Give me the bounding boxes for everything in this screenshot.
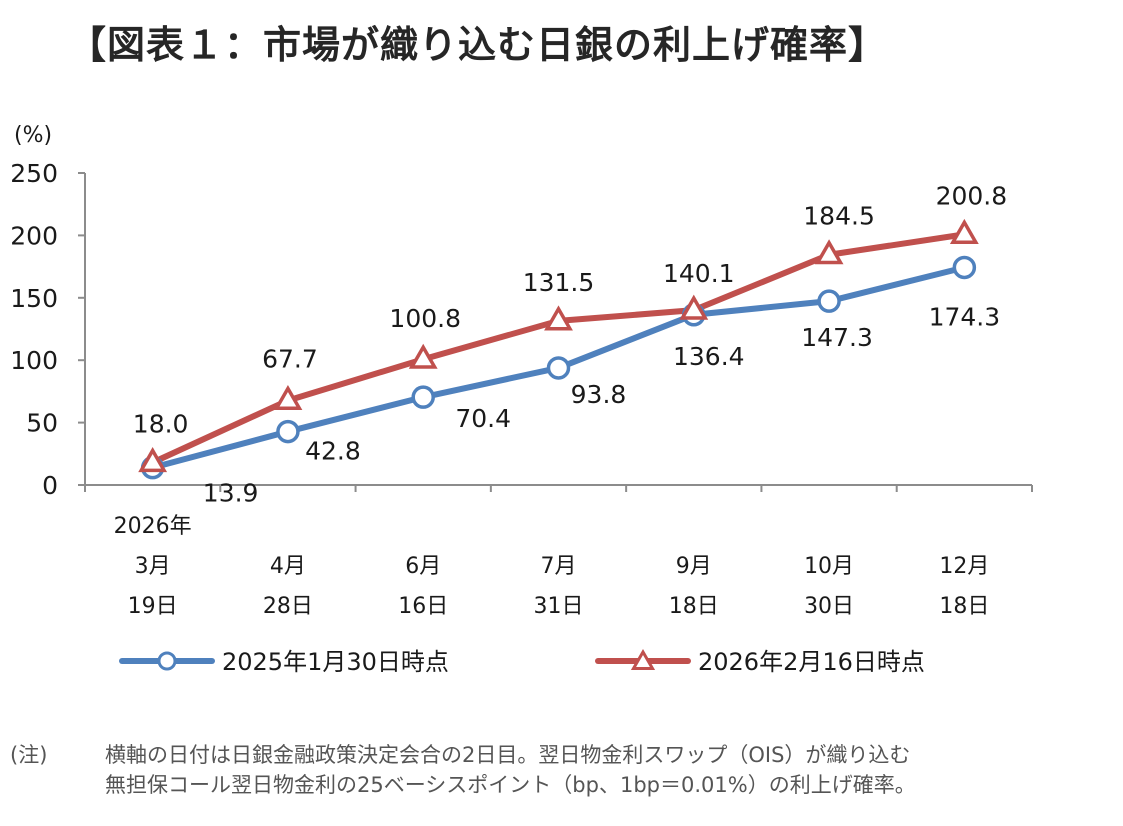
x-year-label: 2026年 xyxy=(114,514,192,539)
line-chart: (%) 0 50 100 150 200 250 2026年 3月 19日 4月 28日 6月 16日 7月… xyxy=(10,123,1033,676)
series-2-marker xyxy=(544,305,573,331)
series-2-marker xyxy=(814,239,844,265)
y-tick-label: 0 xyxy=(42,471,58,500)
series-1-data-label: 147.3 xyxy=(801,323,873,352)
series-2-data-label: 200.8 xyxy=(936,181,1008,210)
x-tick-label-day: 16日 xyxy=(398,594,448,619)
series-2-data-label: 18.0 xyxy=(133,410,189,439)
series-1-marker xyxy=(411,385,435,409)
series-2-data-label: 184.5 xyxy=(803,202,875,231)
series-1-marker xyxy=(546,356,571,380)
series-1-marker xyxy=(952,255,977,280)
series-2-marker xyxy=(273,385,303,411)
x-tick-label-month: 10月 xyxy=(804,554,854,579)
y-tick-label: 100 xyxy=(10,346,58,375)
series-2-data-label: 67.7 xyxy=(262,345,318,374)
x-tick-label-month: 9月 xyxy=(676,554,712,579)
x-tick-label-day: 30日 xyxy=(804,594,854,619)
legend-label-2: 2026年2月16日時点 xyxy=(698,648,925,676)
series-2-data-label: 100.8 xyxy=(389,304,461,333)
x-tick-label-day: 18日 xyxy=(669,594,719,619)
series-1-data-label: 42.8 xyxy=(305,437,361,466)
legend-marker-2 xyxy=(630,648,656,670)
y-axis-label: (%) xyxy=(14,123,52,148)
series-2-marker xyxy=(408,343,438,369)
y-tick-label: 250 xyxy=(10,159,58,188)
x-tick-label-month: 4月 xyxy=(270,554,306,579)
series-2-data-label: 131.5 xyxy=(523,268,595,297)
y-tick-label: 150 xyxy=(10,284,58,313)
footnote-line-2: 無担保コール翌日物金利の25ベーシスポイント（bp、1bp＝0.01%）の利上げ… xyxy=(105,773,916,797)
series-2-data-label: 140.1 xyxy=(663,259,735,288)
footnote-label: (注) xyxy=(10,743,48,767)
y-tick-label: 200 xyxy=(10,221,58,250)
series-1-marker xyxy=(817,289,841,313)
series-1-marker xyxy=(276,419,300,444)
footnote-line-1: 横軸の日付は日銀金融政策決定会合の2日目。翌日物金利スワップ（OIS）が織り込む xyxy=(105,743,911,767)
series-2-marker xyxy=(949,218,979,244)
y-tick-label: 50 xyxy=(26,409,58,438)
x-tick-label-day: 18日 xyxy=(939,594,989,619)
legend-label-1: 2025年1月30日時点 xyxy=(222,648,449,676)
series-1-data-label: 93.8 xyxy=(571,380,627,409)
x-tick-label-day: 28日 xyxy=(263,594,313,619)
x-tick-label-day: 19日 xyxy=(128,594,178,619)
x-tick-label-day: 31日 xyxy=(534,594,584,619)
series-1-data-label: 174.3 xyxy=(929,302,1001,331)
x-tick-label-month: 6月 xyxy=(405,554,441,579)
legend-marker-1 xyxy=(157,651,177,671)
chart-title: 【図表１：市場が織り込む日銀の利上げ確率】 xyxy=(68,23,888,67)
series-2-marker xyxy=(679,294,709,320)
x-tick-label-month: 3月 xyxy=(135,554,171,579)
series-2-marker xyxy=(138,447,168,473)
x-tick-label-month: 12月 xyxy=(939,554,989,579)
x-tick-label-month: 7月 xyxy=(541,554,577,579)
series-1-data-label: 70.4 xyxy=(455,404,511,433)
series-1-data-label: 136.4 xyxy=(673,342,745,371)
series-1-data-label: 13.9 xyxy=(203,479,259,508)
